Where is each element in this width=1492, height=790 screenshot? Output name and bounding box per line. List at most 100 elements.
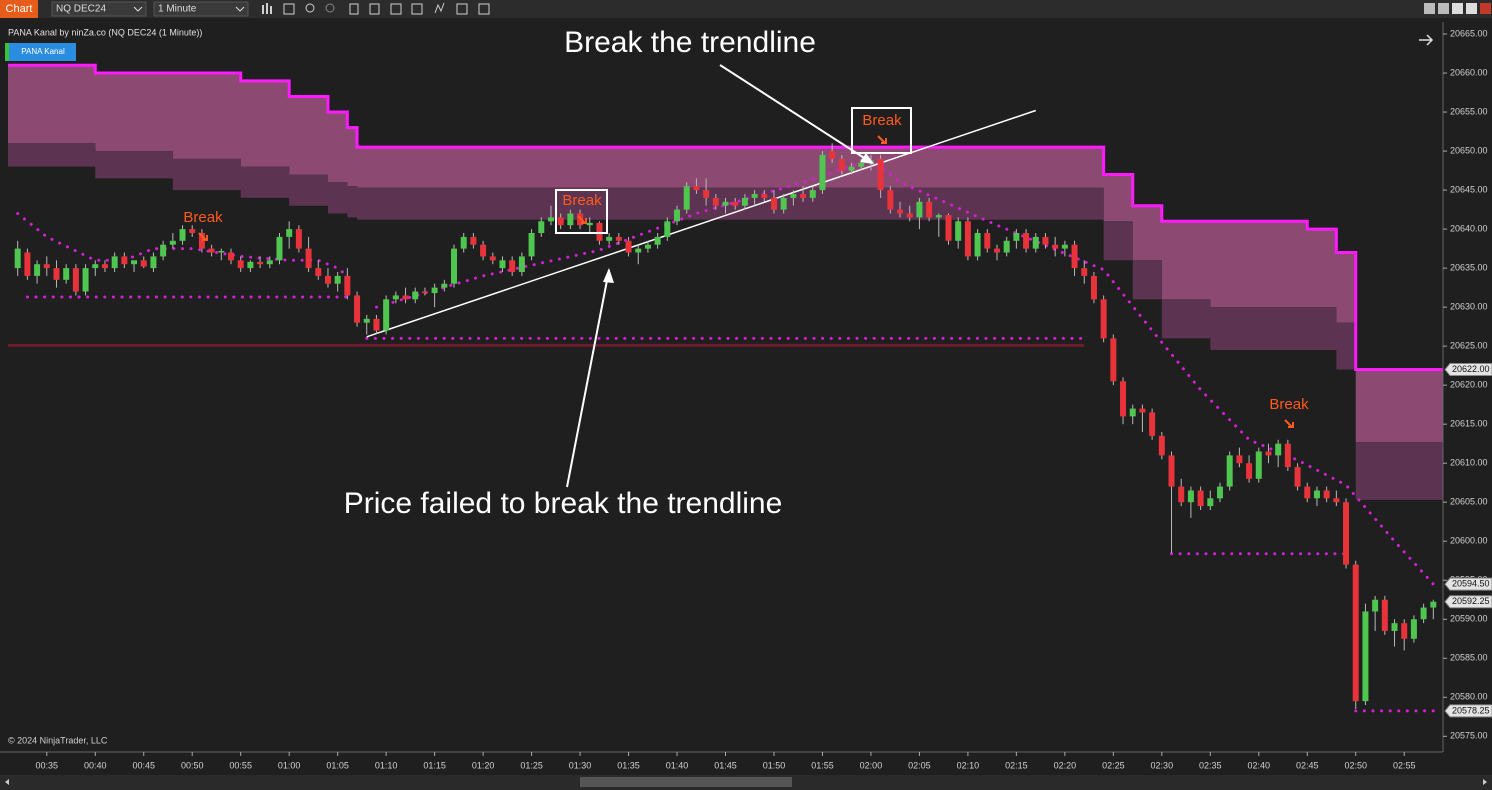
candle-body	[324, 275, 331, 284]
tool-icon[interactable]	[369, 3, 380, 15]
candle-body	[14, 248, 21, 269]
candle-body	[1003, 240, 1010, 253]
candle-body	[480, 244, 487, 257]
candle-body	[1333, 498, 1340, 503]
window-button[interactable]	[1424, 3, 1435, 14]
tool-icon[interactable]	[349, 3, 359, 15]
candle-body	[392, 295, 399, 300]
candle-body	[1052, 244, 1059, 249]
tool-icon[interactable]	[283, 3, 295, 15]
candle-body	[160, 244, 167, 257]
candle-body	[703, 190, 710, 198]
y-tick-label: 20610.00	[1450, 458, 1488, 468]
restore-button[interactable]	[1466, 3, 1477, 14]
x-tick-label: 02:15	[1005, 760, 1028, 770]
price-tag	[1444, 363, 1492, 377]
tool-icon[interactable]	[456, 3, 468, 15]
annotation-arrow	[566, 269, 610, 488]
y-tick-label: 20655.00	[1450, 106, 1488, 116]
candle-body	[1255, 451, 1262, 479]
tool-icon[interactable]	[266, 3, 268, 14]
tool-icon[interactable]	[325, 3, 335, 13]
chart-tab-label: Chart	[6, 3, 33, 15]
break-label: Break	[183, 209, 223, 226]
candle-body	[751, 193, 758, 198]
x-tick-label: 01:10	[375, 760, 398, 770]
toolbar-icons	[262, 2, 490, 15]
y-tick-label: 20590.00	[1450, 614, 1488, 624]
close-button[interactable]	[1480, 3, 1491, 14]
candle-body	[1265, 451, 1272, 456]
break-label: Break	[862, 112, 902, 129]
annotation: Break the trendline	[564, 26, 816, 59]
plot-area: Break the trendline Price failed to break…	[0, 22, 1492, 770]
indicator-button[interactable]	[5, 43, 76, 61]
instrument-dropdown[interactable]	[51, 1, 147, 17]
tool-icon[interactable]	[411, 3, 423, 15]
candle-body	[344, 275, 351, 296]
tool-icon[interactable]	[305, 3, 315, 13]
chart-tab[interactable]	[0, 0, 38, 18]
candle-body	[169, 240, 176, 245]
candle-body	[1042, 236, 1049, 245]
candle-body	[198, 233, 205, 249]
x-tick-label: 02:20	[1054, 760, 1077, 770]
arrow-head	[603, 268, 614, 283]
break-arrow	[1284, 419, 1294, 428]
candle-body	[722, 201, 729, 206]
price-tag	[1444, 577, 1492, 591]
candle-body	[92, 264, 99, 269]
scrollbar-thumb[interactable]	[580, 777, 792, 787]
candle-body	[596, 222, 603, 241]
candle-body	[266, 260, 273, 265]
candle-body	[732, 201, 739, 206]
candle-body	[82, 268, 89, 292]
interval-dropdown[interactable]	[153, 1, 249, 17]
candle-body	[538, 221, 545, 233]
candle-body	[1352, 564, 1359, 702]
break-box	[851, 107, 912, 154]
candle-body	[179, 229, 186, 241]
candle-body	[1149, 412, 1156, 436]
tool-icon[interactable]	[478, 3, 490, 15]
candle-body	[276, 236, 283, 261]
candle-body	[1061, 244, 1068, 249]
x-tick-label: 01:05	[326, 760, 349, 770]
candle-body	[228, 252, 235, 261]
price-tag-label: 20622.00	[1452, 364, 1490, 374]
candle-body	[1323, 490, 1330, 499]
tool-icon[interactable]	[434, 2, 445, 14]
candle-body	[208, 248, 215, 253]
price-tag	[1444, 595, 1492, 609]
tool-icon[interactable]	[270, 6, 272, 14]
x-tick-label: 01:20	[472, 760, 495, 770]
y-tick-label: 20615.00	[1450, 419, 1488, 429]
candle-body	[189, 229, 196, 233]
minimize-button[interactable]	[1452, 3, 1463, 14]
candle-body	[1168, 455, 1175, 487]
tool-icon[interactable]	[390, 3, 402, 15]
instrument-label: NQ DEC24	[56, 4, 106, 15]
y-tick-label: 20605.00	[1450, 497, 1488, 507]
break-box	[555, 189, 608, 234]
candle-body	[111, 256, 118, 269]
candle-body	[1032, 236, 1039, 249]
candle-body	[761, 193, 768, 198]
candle-body	[1100, 299, 1107, 339]
candle-body	[945, 215, 952, 241]
candle-body	[848, 166, 855, 171]
candle-body	[780, 197, 787, 210]
window-button[interactable]	[1438, 3, 1449, 14]
y-tick-label: 20635.00	[1450, 262, 1488, 272]
candle-body	[1343, 502, 1350, 565]
candle-body	[1197, 490, 1204, 507]
chart-header: PANA Kanal by ninZa.co (NQ DEC24 (1 Minu…	[8, 27, 202, 37]
x-tick-label: 01:50	[763, 760, 786, 770]
candle-body	[644, 244, 651, 249]
candle-body	[150, 256, 157, 269]
candle-body	[295, 229, 302, 249]
tool-icon[interactable]	[262, 5, 264, 14]
indicator-status	[5, 43, 9, 61]
scroll-right-icon[interactable]	[1419, 34, 1434, 46]
candle-body	[557, 217, 564, 226]
